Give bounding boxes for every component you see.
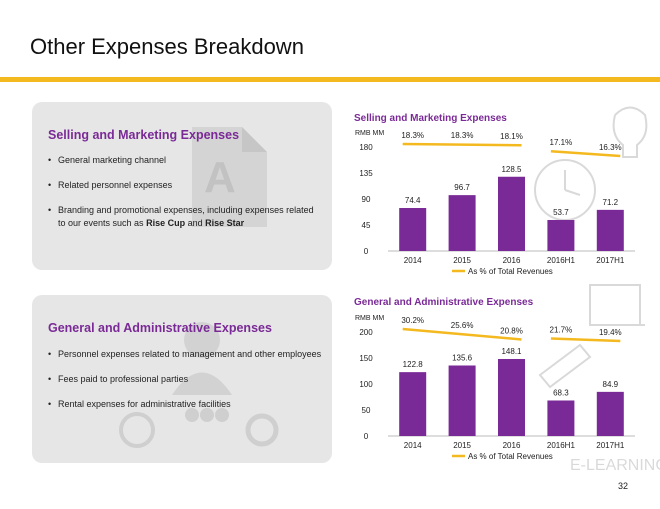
bar (498, 358, 525, 436)
chart-title: General and Administrative Expenses (354, 297, 534, 308)
x-tick-label: 2015 (453, 256, 471, 265)
list-item: Personnel expenses related to management… (48, 348, 323, 361)
list-item: Rental expenses for administrative facil… (48, 398, 323, 411)
ratio-label: 16.3% (599, 143, 622, 152)
legend-label: As % of Total Revenues (468, 267, 553, 276)
bar (448, 365, 476, 436)
bar-value-label: 84.9 (603, 380, 619, 389)
ratio-label: 20.8% (500, 326, 523, 335)
unit-label: RMB MM (355, 315, 384, 322)
y-tick-label: 0 (364, 247, 369, 256)
selling-marketing-chart: RMB MM 0 45 90 135 180 74.4 2014 96.7 2015 128.5 20… (355, 130, 635, 276)
y-tick-label: 0 (364, 432, 369, 441)
unit-label: RMB MM (355, 130, 384, 137)
bullet-list: Personnel expenses related to management… (48, 348, 323, 423)
bar-value-label: 135.6 (452, 353, 473, 362)
list-item: Fees paid to professional parties (48, 373, 323, 386)
bar-value-label: 148.1 (501, 347, 522, 356)
bar-value-label: 71.2 (603, 198, 619, 207)
page-title: Other Expenses Breakdown (30, 34, 304, 59)
ratio-label: 18.3% (451, 131, 474, 140)
y-tick-label: 180 (359, 143, 373, 152)
card-heading: General and Administrative Expenses (48, 321, 272, 335)
svg-text:E-LEARNING: E-LEARNING (570, 457, 660, 474)
y-tick-label: 100 (359, 380, 373, 389)
list-item: General marketing channel (48, 154, 323, 167)
x-tick-label: 2016H1 (547, 256, 576, 265)
selling-marketing-card: A Selling and Marketing Expenses General… (32, 102, 332, 270)
bar (596, 391, 624, 436)
ratio-label: 17.1% (550, 138, 573, 147)
bar (547, 400, 575, 436)
ratio-line (402, 327, 522, 341)
y-tick-label: 45 (362, 221, 371, 230)
ratio-line (550, 337, 621, 343)
ratio-line (402, 142, 522, 147)
bar (399, 208, 427, 251)
y-tick-label: 90 (362, 195, 371, 204)
x-tick-label: 2015 (453, 441, 471, 450)
chart-title: Selling and Marketing Expenses (354, 113, 507, 124)
ratio-label: 18.1% (500, 132, 523, 141)
general-admin-card: General and Administrative Expenses Pers… (32, 295, 332, 463)
bold-term: Rise Cup (146, 218, 186, 228)
bold-term: Rise Star (205, 218, 245, 228)
bar (448, 195, 476, 251)
x-tick-label: 2017H1 (596, 256, 625, 265)
bar-value-label: 53.7 (553, 208, 569, 217)
bar (498, 176, 525, 251)
y-tick-label: 135 (359, 169, 373, 178)
card-heading: Selling and Marketing Expenses (48, 128, 240, 142)
bullet-text: and (187, 218, 203, 228)
bar (399, 372, 427, 436)
list-item: Branding and promotional expenses, inclu… (48, 204, 323, 230)
list-item: Related personnel expenses (48, 179, 323, 192)
bar (596, 209, 624, 251)
x-tick-label: 2014 (404, 256, 422, 265)
ratio-label: 30.2% (401, 316, 424, 325)
bar-value-label: 68.3 (553, 388, 569, 397)
bullet-text: Branding and promotional expenses, inclu… (58, 205, 314, 228)
y-tick-label: 150 (359, 354, 373, 363)
x-tick-label: 2016 (503, 441, 521, 450)
legend-label: As % of Total Revenues (468, 452, 553, 461)
bar-value-label: 96.7 (454, 183, 470, 192)
ratio-label: 25.6% (451, 321, 474, 330)
ratio-label: 21.7% (550, 325, 573, 334)
bar-value-label: 128.5 (501, 165, 522, 174)
bar-value-label: 122.8 (403, 360, 424, 369)
ratio-line (550, 149, 621, 158)
x-tick-label: 2016 (503, 256, 521, 265)
bullet-list: General marketing channel Related person… (48, 154, 323, 242)
y-tick-label: 200 (359, 328, 373, 337)
general-admin-chart: RMB MM 0 50 100 150 200 122.8 2014 135.6 2015 148.… (355, 315, 635, 461)
bar-value-label: 74.4 (405, 196, 421, 205)
ratio-label: 19.4% (599, 328, 622, 337)
y-tick-label: 50 (362, 406, 371, 415)
x-tick-label: 2014 (404, 441, 422, 450)
page-number: 32 (617, 481, 628, 491)
bar (547, 219, 575, 251)
x-tick-label: 2016H1 (547, 441, 576, 450)
title-divider (0, 77, 660, 82)
ratio-label: 18.3% (401, 131, 424, 140)
x-tick-label: 2017H1 (596, 441, 625, 450)
